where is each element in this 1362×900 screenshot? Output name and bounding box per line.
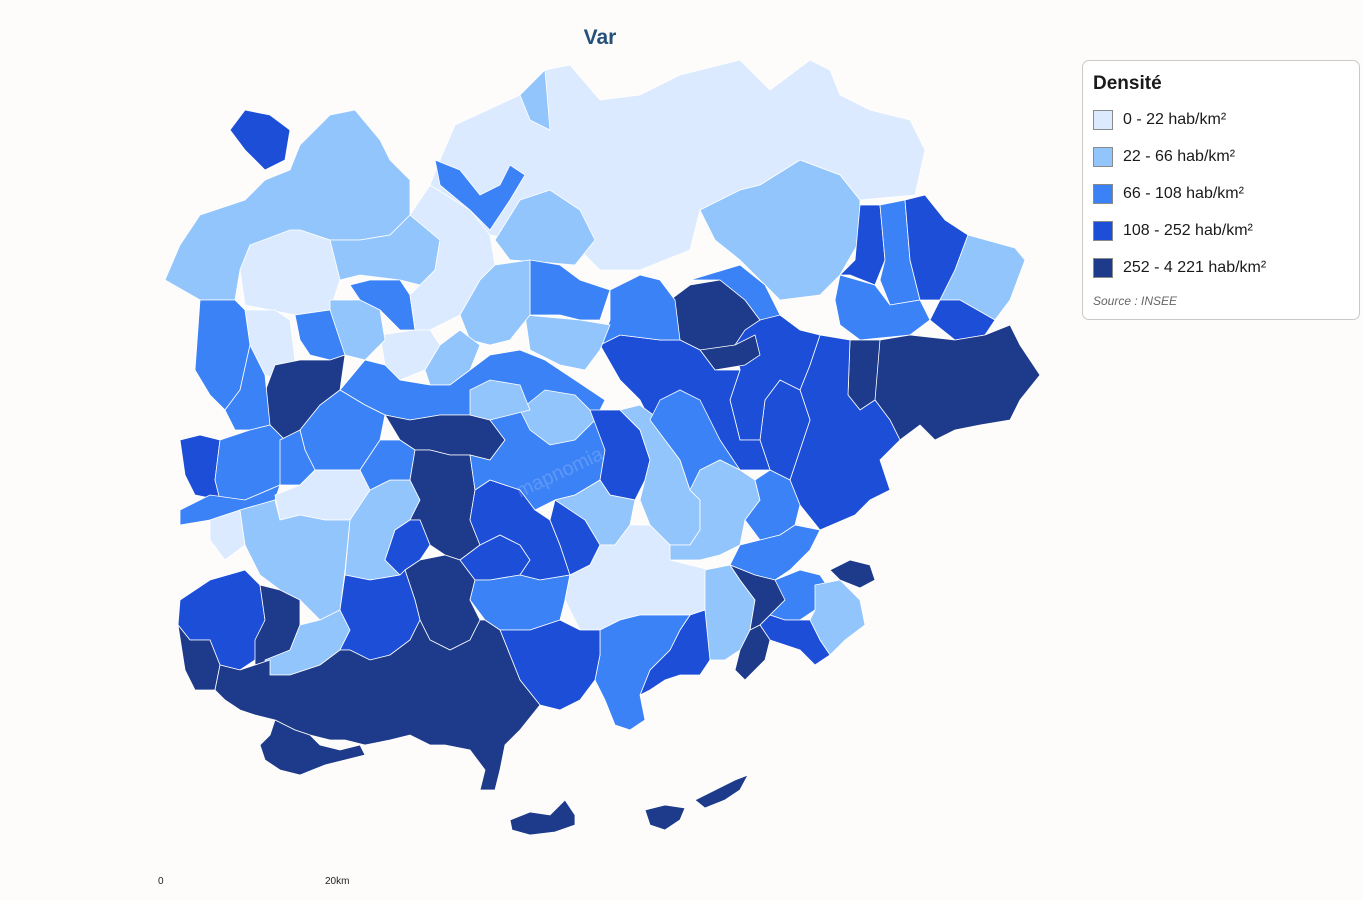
legend-item: 66 - 108 hab/km²: [1093, 175, 1349, 212]
commune-region[interactable]: [409, 184, 496, 331]
commune-region[interactable]: [699, 159, 861, 301]
legend-swatch: [1093, 220, 1113, 241]
legend-item: 252 - 4 221 hab/km²: [1093, 249, 1349, 286]
commune-region[interactable]: [434, 159, 526, 231]
commune-region[interactable]: [829, 559, 876, 589]
island-levant[interactable]: [694, 774, 749, 809]
commune-region[interactable]: [689, 264, 781, 321]
scale-end-label: 20km: [325, 876, 350, 887]
commune-region[interactable]: [494, 189, 596, 266]
commune-region[interactable]: [834, 274, 931, 341]
commune-region[interactable]: [239, 229, 341, 316]
legend-title: Densité: [1093, 73, 1162, 94]
legend-item: 0 - 22 hab/km²: [1093, 101, 1349, 138]
commune-region[interactable]: [809, 579, 866, 656]
commune-region[interactable]: [469, 574, 571, 631]
legend-item: 108 - 252 hab/km²: [1093, 212, 1349, 249]
legend-label: 22 - 66 hab/km²: [1123, 147, 1236, 165]
legend-label: 108 - 252 hab/km²: [1123, 221, 1253, 239]
commune-region[interactable]: [469, 379, 531, 421]
commune-region[interactable]: [664, 459, 761, 561]
legend-label: 66 - 108 hab/km²: [1123, 184, 1244, 202]
choropleth-map[interactable]: mapnomia: [0, 0, 1062, 870]
commune-region[interactable]: [847, 339, 881, 411]
commune-region[interactable]: [209, 509, 246, 561]
legend-label: 0 - 22 hab/km²: [1123, 110, 1227, 128]
legend-panel: Densité 0 - 22 hab/km² 22 - 66 hab/km² 6…: [1082, 60, 1360, 320]
legend-swatch: [1093, 183, 1113, 204]
commune-region[interactable]: [594, 614, 691, 731]
legend-swatch: [1093, 109, 1113, 130]
legend-source: Source : INSEE: [1093, 294, 1178, 308]
commune-region[interactable]: [524, 314, 611, 371]
commune-region[interactable]: [599, 274, 681, 346]
island-port-cros[interactable]: [644, 804, 686, 831]
map-title: Var: [583, 26, 617, 49]
commune-region[interactable]: [459, 259, 531, 346]
legend-swatch: [1093, 146, 1113, 167]
scale-start-label: 0: [158, 876, 164, 887]
scale-bar: 0 20km: [150, 872, 350, 892]
commune-region[interactable]: [759, 614, 831, 666]
commune-region[interactable]: [229, 109, 291, 171]
commune-region[interactable]: [519, 69, 551, 131]
commune-region[interactable]: [734, 624, 771, 681]
legend-swatch: [1093, 257, 1113, 278]
legend-item: 22 - 66 hab/km²: [1093, 138, 1349, 175]
legend-label: 252 - 4 221 hab/km²: [1123, 258, 1267, 276]
commune-region[interactable]: [259, 719, 366, 776]
communes-layer: [164, 59, 1041, 836]
commune-region[interactable]: [529, 259, 611, 321]
island-porquerolles[interactable]: [509, 799, 576, 836]
commune-region[interactable]: [214, 619, 541, 791]
commune-region[interactable]: [179, 434, 221, 501]
